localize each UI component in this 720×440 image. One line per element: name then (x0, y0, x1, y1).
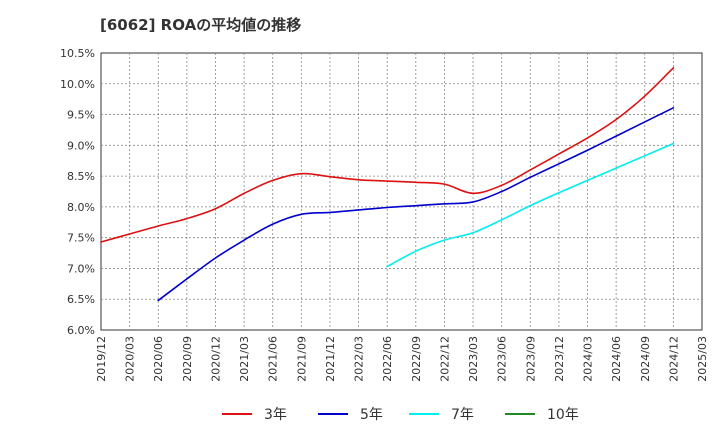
x-tick-label: 2022/09 (410, 336, 423, 382)
x-tick-label: 2022/06 (381, 336, 394, 382)
x-tick-label: 2020/06 (152, 336, 165, 382)
series-line-2 (386, 142, 675, 268)
x-tick-label: 2020/03 (124, 336, 137, 382)
x-tick-label: 2020/09 (181, 336, 194, 382)
series-line-1 (157, 106, 675, 302)
y-tick-label: 10.5% (60, 47, 95, 60)
x-tick-label: 2023/03 (467, 336, 480, 382)
x-tick-label: 2022/12 (438, 336, 451, 382)
x-tick-label: 2024/09 (639, 336, 652, 382)
x-tick-label: 2019/12 (95, 336, 108, 382)
y-tick-label: 10.0% (60, 78, 95, 91)
x-tick-label: 2023/06 (496, 336, 509, 382)
x-tick-label: 2021/12 (324, 336, 337, 382)
x-tick-label: 2024/12 (667, 336, 680, 382)
series-line-0 (100, 66, 675, 243)
legend-label: 7年 (451, 407, 474, 423)
plot-area (100, 52, 703, 331)
legend: 3年 5年 7年 10年 (222, 407, 579, 423)
x-tick-label: 2021/06 (267, 336, 280, 382)
x-tick-label: 2024/03 (582, 336, 595, 382)
y-tick-label: 9.0% (67, 139, 95, 152)
x-tick-label: 2023/12 (553, 336, 566, 382)
legend-label: 5年 (360, 407, 383, 423)
y-tick-label: 6.5% (67, 293, 95, 306)
x-tick-label: 2021/03 (238, 336, 251, 382)
x-tick-label: 2020/12 (209, 336, 222, 382)
x-tick-label: 2024/06 (610, 336, 623, 382)
y-tick-label: 7.0% (67, 262, 95, 275)
y-tick-label: 8.5% (67, 170, 95, 183)
y-axis-ticks: 6.0% 6.5% 7.0% 7.5% 8.0% 8.5% 9.0% 9.5% 10.0% 10.… (60, 47, 95, 337)
legend-label: 10年 (547, 407, 579, 423)
x-tick-label: 2022/03 (353, 336, 366, 382)
legend-label: 3年 (264, 407, 287, 423)
x-tick-label: 2025/03 (696, 336, 709, 382)
series-lines (100, 66, 675, 302)
y-tick-label: 6.0% (67, 324, 95, 337)
x-tick-label: 2021/09 (295, 336, 308, 382)
chart-title: [6062] ROAの平均値の推移 (100, 16, 302, 34)
x-axis-ticks: 2019/12 2020/03 2020/06 2020/09 2020/12 2021/… (95, 336, 709, 382)
y-tick-label: 7.5% (67, 232, 95, 245)
y-tick-label: 8.0% (67, 201, 95, 214)
y-tick-label: 9.5% (67, 109, 95, 122)
x-tick-label: 2023/09 (524, 336, 537, 382)
